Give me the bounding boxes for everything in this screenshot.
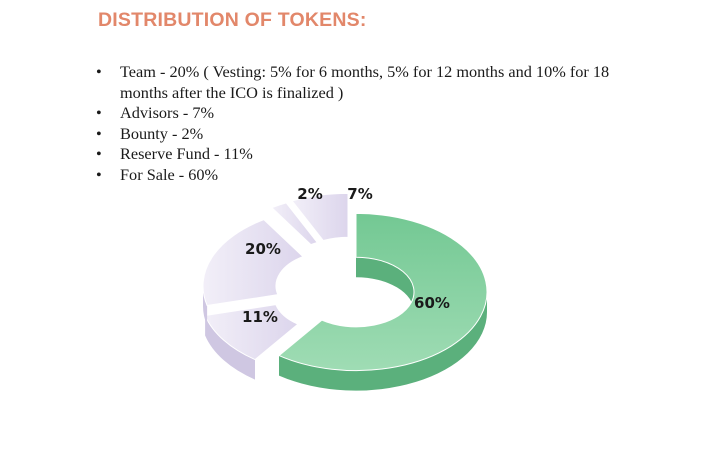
list-item-for-sale: • For Sale - 60% [96,164,219,184]
data-label-reserve-fund: 11% [242,308,278,326]
slice-advisors [291,192,349,242]
slice-inner-wall [356,257,414,312]
bullet-icon: • [96,62,102,81]
list-item-team: • Team - 20% ( Vesting: 5% for 6 months, … [96,62,610,102]
slice-face [202,219,304,307]
slice-face [278,212,488,372]
slice-for-sale [278,212,488,391]
bullet-icon: • [96,103,102,122]
page-title: DISTRIBUTION OF TOKENS: [98,9,367,31]
data-label-for-sale: 60% [414,294,450,312]
slice-face [270,202,319,246]
list-item-advisors: • Advisors - 7% [96,103,215,122]
data-label-team: 20% [245,240,281,258]
data-label-bounty: 2% [297,185,322,203]
bullet-icon: • [96,123,102,143]
slice-team [202,219,304,326]
list-item-reserve-fund: • Reserve Fund - 11% [96,144,253,163]
list-item-bounty: • Bounty - 2% [96,123,204,143]
data-label-advisors: 7% [347,185,372,203]
slice-wall [279,292,487,391]
bullet-icon: • [96,144,102,163]
slice-bounty [270,202,319,246]
token-distribution-list: • Team - 20% ( Vesting: 5% for 6 months, … [96,62,630,185]
slice-face [291,192,349,242]
bullet-icon: • [96,164,102,184]
slice-wall [205,315,256,380]
